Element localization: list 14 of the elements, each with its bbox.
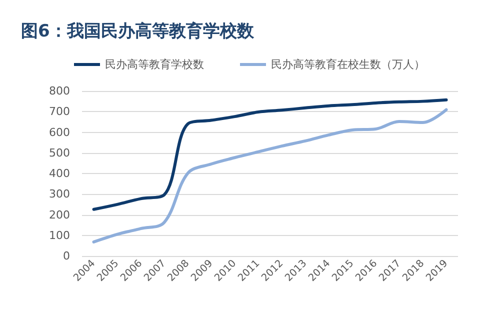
y-tick-label: 600 bbox=[49, 126, 70, 139]
y-tick-label: 500 bbox=[49, 146, 70, 160]
y-tick-label: 700 bbox=[49, 105, 70, 118]
y-tick-label: 0 bbox=[63, 250, 70, 262]
chart-title: 图6：我国民办高等教育学校数 bbox=[21, 20, 255, 42]
y-tick-label: 800 bbox=[49, 84, 70, 98]
legend-label: 民办高等教育学校数 bbox=[105, 58, 204, 71]
y-tick-label: 300 bbox=[49, 188, 70, 201]
y-tick-label: 100 bbox=[49, 228, 70, 242]
legend-label: 民办高等教育在校生数（万人） bbox=[271, 58, 425, 71]
line-series bbox=[92, 108, 448, 244]
y-tick-label: 200 bbox=[49, 208, 70, 222]
line-series bbox=[92, 98, 448, 211]
y-tick-label: 400 bbox=[49, 167, 70, 180]
